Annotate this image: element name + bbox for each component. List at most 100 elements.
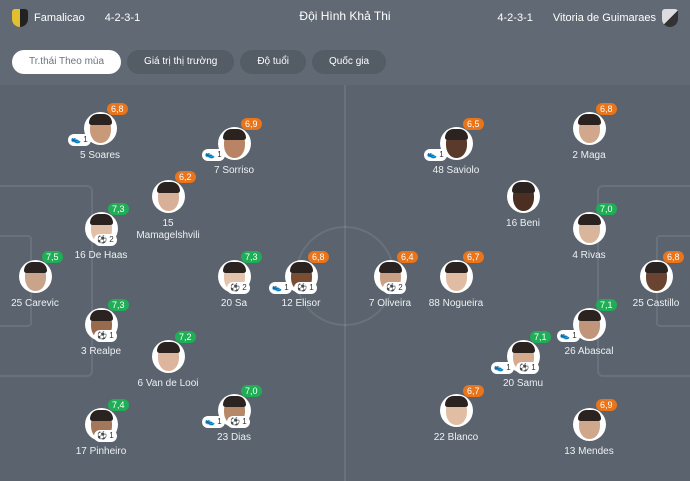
assist-badge: 👟 1 <box>269 282 292 294</box>
player-name: 23 Dias <box>217 432 251 443</box>
left-penalty-box <box>0 185 93 377</box>
player[interactable]: 6,8 25 Castillo <box>611 251 690 310</box>
assist-badge: 👟 1 <box>68 134 91 146</box>
goal-count: 1 <box>309 283 314 292</box>
rating-badge: 7,3 <box>108 299 129 311</box>
away-team-name: Vitoria de Guimaraes <box>552 12 656 24</box>
boot-icon: 👟 <box>272 283 282 292</box>
player-avatar <box>439 127 473 160</box>
rating-badge: 7,5 <box>42 251 63 263</box>
player[interactable]: 6,5 👟 1 48 Saviolo <box>411 118 501 177</box>
player[interactable]: 6,7 88 Nogueira <box>411 251 501 310</box>
player[interactable]: 6,9 13 Mendes <box>544 399 634 458</box>
rating-badge: 6,8 <box>107 103 128 115</box>
header-bar: Famalicao 4-2-3-1 Đội Hình Khả Thi 4-2-3… <box>0 0 690 85</box>
tab-age[interactable]: Độ tuổi <box>240 50 307 74</box>
player-name: 12 Elisor <box>281 298 321 309</box>
player[interactable]: 6,9 👟 1 7 Sorriso <box>189 118 279 177</box>
player[interactable]: 7,5 25 Carevic <box>0 251 80 310</box>
ball-icon: ⚽ <box>97 331 107 340</box>
player[interactable]: 7,2 6 Van de Looi <box>123 331 213 390</box>
player[interactable]: 7,3 ⚽ 1 3 Realpe <box>56 299 146 358</box>
player-name: 13 Mendes <box>564 446 614 457</box>
right-penalty-box <box>597 185 690 377</box>
player-name: 7 Sorriso <box>213 165 254 176</box>
ball-icon: ⚽ <box>97 235 107 244</box>
player[interactable]: 7,4 ⚽ 1 17 Pinheiro <box>56 399 146 458</box>
player[interactable]: 6,8 👟 1 5 Soares <box>55 103 145 162</box>
player-name: 20 Samu <box>502 378 544 389</box>
rating-badge: 7,0 <box>596 203 617 215</box>
goal-badge: ⚽ 1 <box>516 362 539 374</box>
goal-badge: ⚽ 1 <box>94 430 117 442</box>
goal-badge: ⚽ 1 <box>94 330 117 342</box>
rating-badge: 7,2 <box>175 331 196 343</box>
rating-badge: 6,9 <box>596 399 617 411</box>
player-name: 7 Oliveira <box>368 298 412 309</box>
player-name: 6 Van de Looi <box>137 378 199 389</box>
player-avatar <box>506 180 540 213</box>
rating-badge: 6,2 <box>175 171 196 183</box>
rating-badge: 6,7 <box>463 385 484 397</box>
player[interactable]: 7,0 👟 1 ⚽ 1 23 Dias <box>189 385 279 444</box>
player-name: 16 Beni <box>506 218 540 229</box>
player-name: 4 Rivas <box>572 250 606 261</box>
player[interactable]: 7,3 ⚽ 2 16 De Haas <box>56 203 146 262</box>
player[interactable]: 6,8 2 Maga <box>544 103 634 162</box>
goal-badge: ⚽ 2 <box>383 282 406 294</box>
player[interactable]: 7,3 ⚽ 2 20 Sa <box>189 251 279 310</box>
ball-icon: ⚽ <box>230 417 240 426</box>
home-team[interactable]: Famalicao 4-2-3-1 <box>12 9 140 27</box>
player-name: 88 Nogueira <box>428 298 484 309</box>
pitch: 6,8 👟 1 5 Soares 6,9 👟 1 7 Sorriso 6,2 15 Mamag… <box>0 85 690 481</box>
player-avatar <box>572 112 606 145</box>
ball-icon: ⚽ <box>97 431 107 440</box>
rating-badge: 6,9 <box>241 118 262 130</box>
ball-icon: ⚽ <box>519 363 529 372</box>
rating-badge: 6,8 <box>308 251 329 263</box>
player[interactable]: 7,1 👟 1 26 Abascal <box>544 299 634 358</box>
tab-market-value[interactable]: Giá trị thị trường <box>127 50 235 74</box>
player[interactable]: 16 Beni <box>478 180 568 230</box>
player[interactable]: 6,8 👟 1 ⚽ 1 12 Elisor <box>256 251 346 310</box>
away-team[interactable]: 4-2-3-1 Vitoria de Guimaraes <box>497 9 678 27</box>
assist-count: 1 <box>439 150 444 159</box>
player[interactable]: 6,7 22 Blanco <box>411 385 501 444</box>
tab-nationality[interactable]: Quốc gia <box>312 50 387 74</box>
player-name: 20 Sa <box>220 298 248 309</box>
goal-badge: ⚽ 2 <box>94 234 117 246</box>
ball-icon: ⚽ <box>386 283 396 292</box>
tab-bar: Tr.thái Theo mùa Giá trị thị trường Độ t… <box>12 50 387 74</box>
player-name: 22 Blanco <box>433 432 479 443</box>
player[interactable]: 7,0 4 Rivas <box>544 203 634 262</box>
assist-badge: 👟 1 <box>491 362 514 374</box>
home-team-name: Famalicao <box>34 12 85 24</box>
player-avatar <box>151 180 185 213</box>
player[interactable]: 7,1 👟 1 ⚽ 1 20 Samu <box>478 331 568 390</box>
rating-badge: 7,1 <box>596 299 617 311</box>
boot-icon: 👟 <box>71 135 81 144</box>
rating-badge: 6,7 <box>463 251 484 263</box>
goal-count: 1 <box>242 417 247 426</box>
player-name: 2 Maga <box>572 150 606 161</box>
player[interactable]: 6,4 ⚽ 2 7 Oliveira <box>345 251 435 310</box>
player-name: 25 Castillo <box>632 298 680 309</box>
goal-count: 2 <box>109 235 114 244</box>
player-avatar <box>572 408 606 441</box>
boot-icon: 👟 <box>205 150 215 159</box>
ball-icon: ⚽ <box>230 283 240 292</box>
tab-season-form[interactable]: Tr.thái Theo mùa <box>12 50 122 74</box>
player[interactable]: 6,2 15 Mamagelshvili <box>123 171 213 242</box>
rating-badge: 6,8 <box>663 251 684 263</box>
goal-count: 1 <box>531 363 536 372</box>
player-avatar <box>439 394 473 427</box>
player-avatar <box>18 260 52 293</box>
rating-badge: 6,5 <box>463 118 484 130</box>
assist-badge: 👟 1 <box>424 149 447 161</box>
rating-badge: 7,3 <box>108 203 129 215</box>
assist-badge: 👟 1 <box>202 149 225 161</box>
goal-badge: ⚽ 1 <box>227 416 250 428</box>
assist-count: 1 <box>217 150 222 159</box>
rating-badge: 7,1 <box>530 331 551 343</box>
player-avatar <box>439 260 473 293</box>
